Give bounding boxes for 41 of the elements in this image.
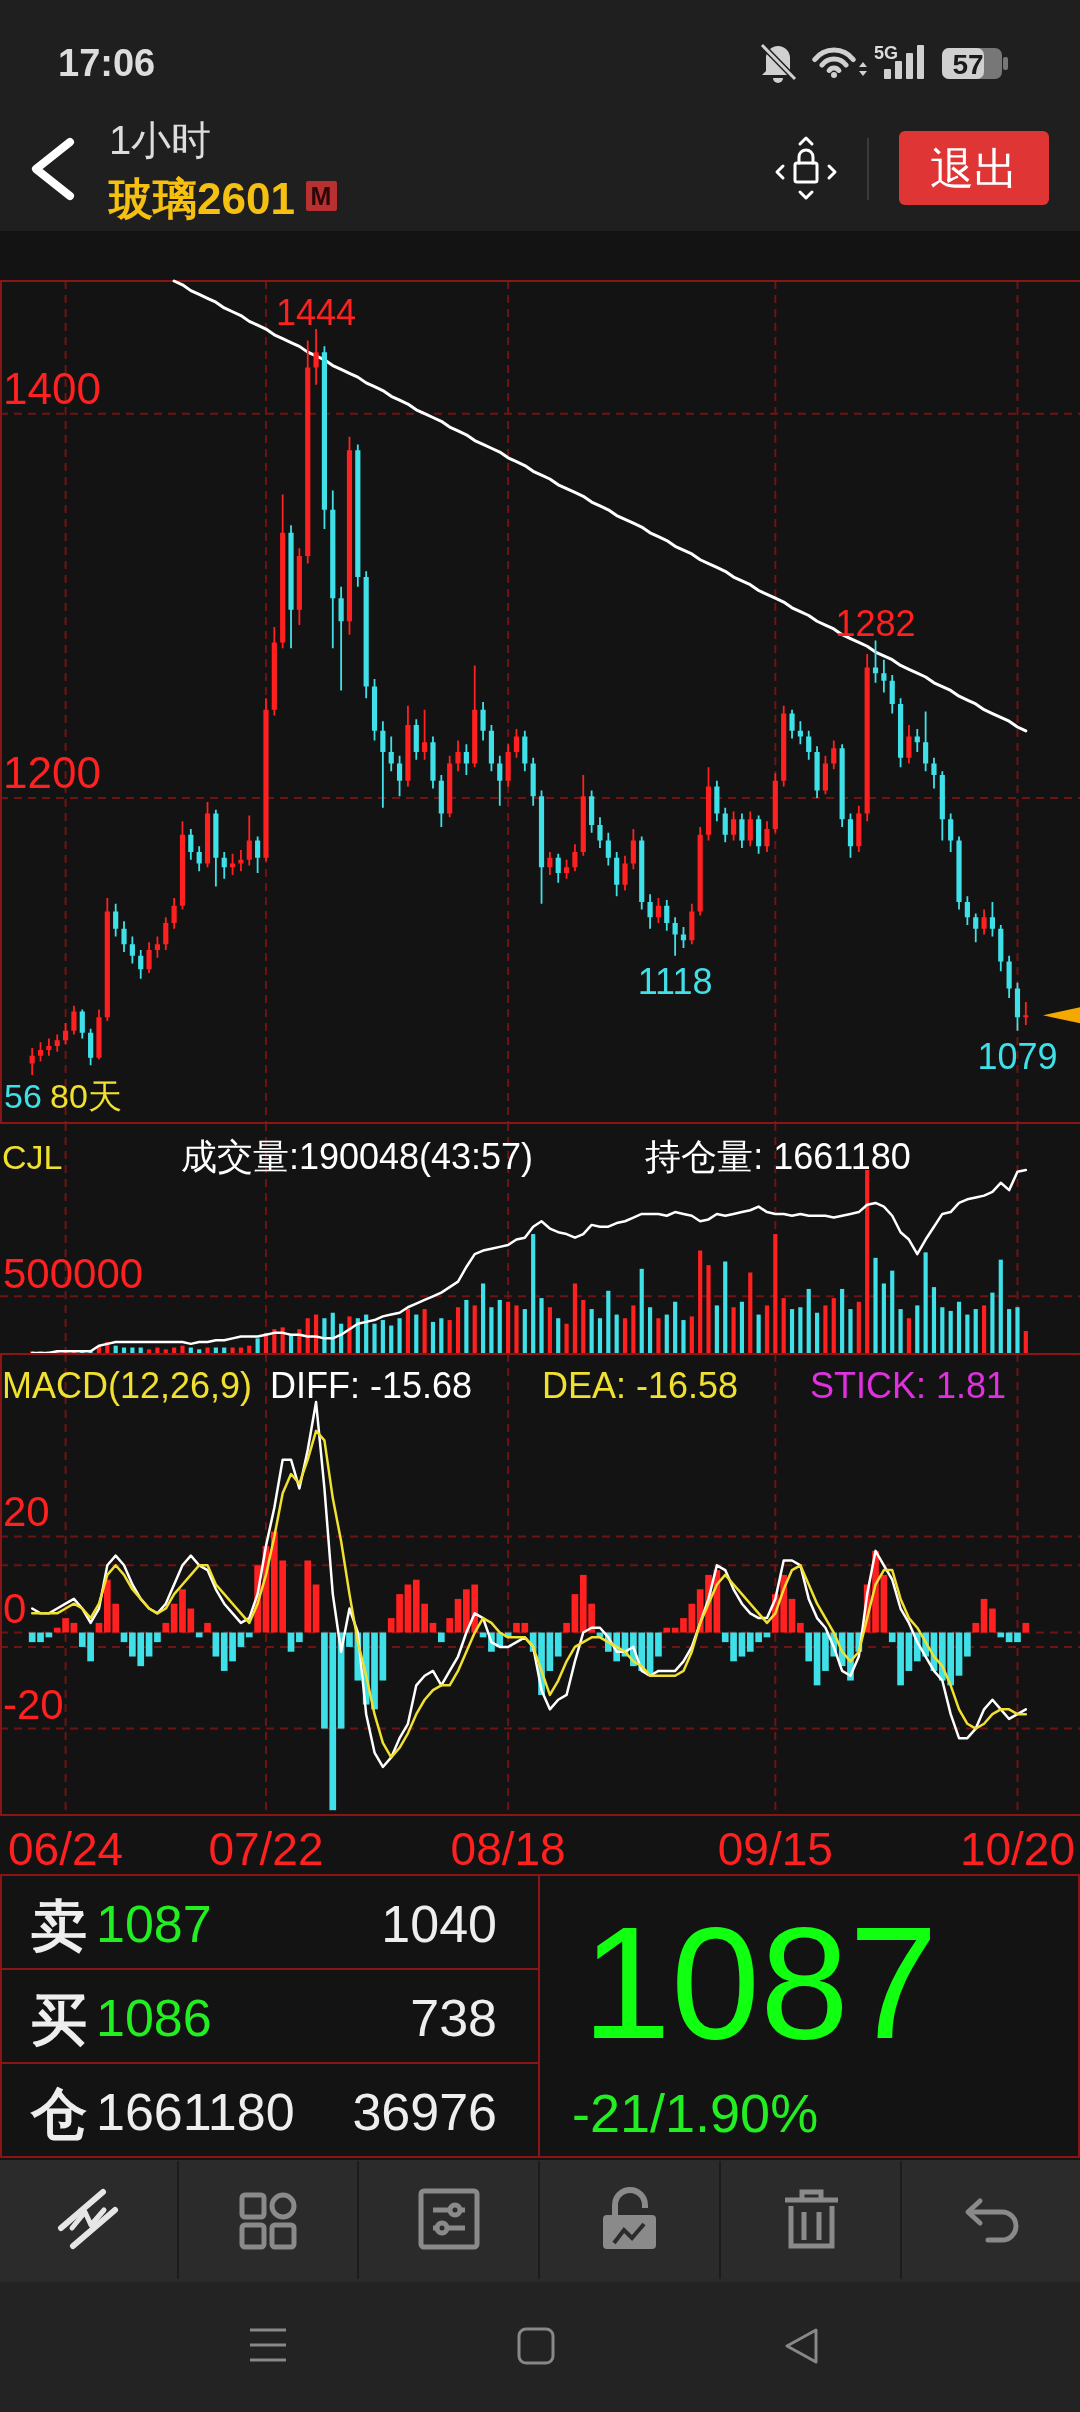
annotation: DIFF: -15.68 bbox=[270, 1365, 473, 1406]
text: 17:06 bbox=[58, 42, 156, 84]
text: 1087 bbox=[96, 1895, 212, 1953]
annotation: 成交量:190048(43:57) bbox=[180, 1136, 534, 1177]
y-tick-label: 1400 bbox=[3, 363, 101, 413]
text: 36976 bbox=[352, 2083, 497, 2141]
annotation: 1444 bbox=[276, 292, 357, 334]
y-tick-label: 0 bbox=[3, 1584, 27, 1632]
y-tick-label: 1200 bbox=[3, 748, 101, 798]
x-tick-label: 06/24 bbox=[8, 1823, 124, 1875]
y-tick-label: 20 bbox=[3, 1488, 50, 1536]
annotation: STICK: 1.81 bbox=[810, 1365, 1007, 1406]
text: 1086 bbox=[96, 1989, 212, 2047]
text: 1661180 bbox=[96, 2083, 295, 2141]
text: 买 bbox=[31, 1988, 87, 2051]
annotation: DEA: -16.58 bbox=[542, 1365, 739, 1406]
y-tick-label: -20 bbox=[3, 1680, 64, 1728]
annotation: 1079 bbox=[977, 1035, 1058, 1077]
text: 1040 bbox=[381, 1895, 497, 1953]
annotation: 500000 bbox=[3, 1250, 144, 1297]
annotation: 80天 bbox=[50, 1077, 122, 1115]
x-tick-label: 09/15 bbox=[717, 1823, 833, 1875]
chart-subtitle: 玻璃2601 bbox=[107, 174, 295, 223]
text: 5G bbox=[873, 43, 899, 63]
text: 退出 bbox=[930, 144, 1018, 193]
text: 738 bbox=[410, 1989, 497, 2047]
x-tick-label: 10/20 bbox=[959, 1823, 1076, 1875]
x-tick-label: 08/18 bbox=[450, 1823, 566, 1875]
x-tick-label: 07/22 bbox=[208, 1823, 324, 1875]
text: 1087 bbox=[582, 1893, 938, 2072]
chart-title: CJL bbox=[2, 1138, 63, 1176]
annotation: 持仓量: 1661180 bbox=[645, 1136, 911, 1177]
chart-title: 1小时 bbox=[109, 118, 212, 162]
annotation: 1282 bbox=[835, 603, 916, 645]
text: 57 bbox=[952, 49, 984, 80]
annotation: 1118 bbox=[637, 960, 713, 1002]
text: 仓 bbox=[30, 2082, 87, 2145]
text: 卖 bbox=[31, 1894, 87, 1957]
chart-title: MACD(12,26,9) bbox=[2, 1365, 253, 1406]
text: -21/1.90% bbox=[572, 2083, 819, 2143]
annotation: 56 bbox=[4, 1077, 42, 1115]
